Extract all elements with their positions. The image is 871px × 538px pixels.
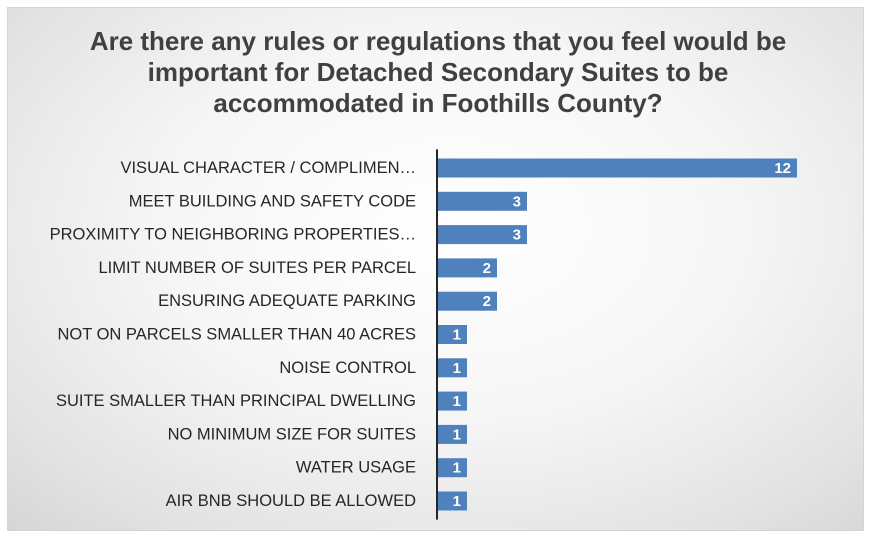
data-label: 3 (513, 227, 521, 244)
category-label: NO MINIMUM SIZE FOR SUITES (168, 425, 416, 443)
data-label: 1 (453, 493, 461, 510)
category-label: WATER USAGE (296, 459, 416, 477)
data-label: 1 (453, 460, 461, 477)
data-label: 12 (774, 160, 791, 177)
data-label: 2 (483, 293, 491, 310)
bar (437, 424, 467, 444)
data-label: 1 (453, 393, 461, 410)
chart-title: Are there any rules or regulations that … (89, 26, 787, 118)
category-label: AIR BNB SHOULD BE ALLOWED (166, 492, 416, 510)
data-label: 1 (453, 426, 461, 443)
bar (437, 225, 527, 245)
category-label: VISUAL CHARACTER / COMPLIMEN… (120, 159, 416, 177)
category-label: NOT ON PARCELS SMALLER THAN 40 ACRES (57, 326, 416, 344)
data-label: 1 (453, 327, 461, 344)
data-label: 3 (513, 193, 521, 210)
bar (437, 258, 497, 278)
category-label: MEET BUILDING AND SAFETY CODE (129, 192, 416, 210)
bar (437, 325, 467, 344)
category-label: SUITE SMALLER THAN PRINCIPAL DWELLING (56, 392, 416, 410)
bar (437, 291, 497, 311)
bar (437, 158, 797, 178)
category-label: LIMIT NUMBER OF SUITES PER PARCEL (98, 259, 416, 277)
data-label: 2 (483, 260, 491, 277)
bar (437, 191, 527, 211)
bar (437, 358, 467, 378)
bar (437, 458, 467, 478)
category-label: PROXIMITY TO NEIGHBORING PROPERTIES… (50, 226, 416, 244)
category-label: ENSURING ADEQUATE PARKING (158, 292, 416, 310)
bar (437, 491, 467, 511)
bar (437, 391, 467, 411)
category-label: NOISE CONTROL (279, 359, 416, 377)
chart-frame: Are there any rules or regulations that … (7, 7, 864, 531)
data-label: 1 (453, 360, 461, 377)
